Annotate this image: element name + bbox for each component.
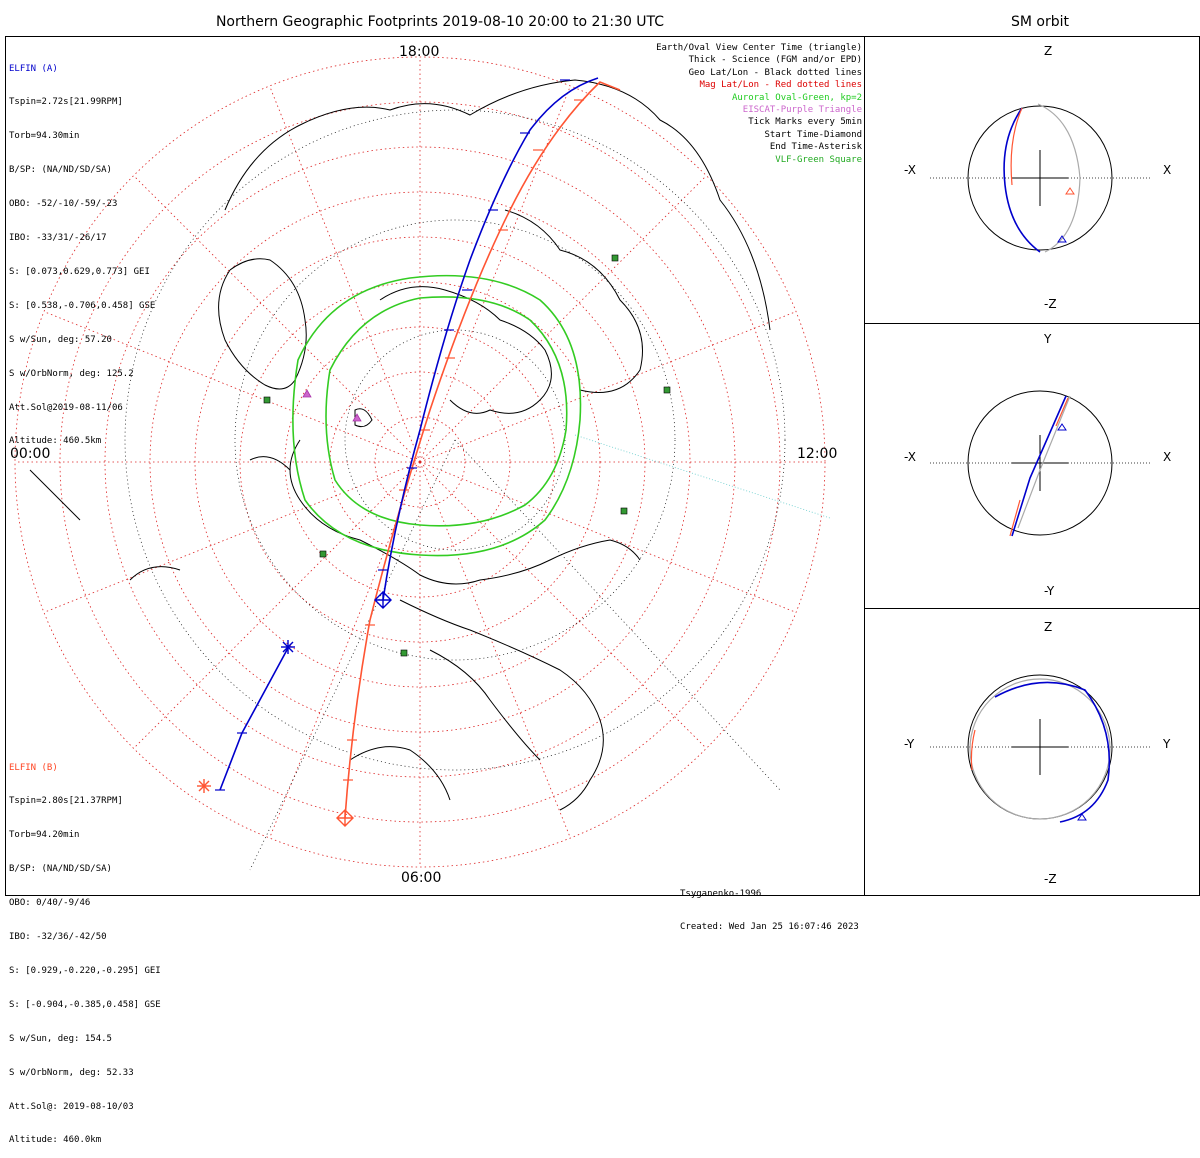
elfin-a-ticks: [215, 79, 570, 791]
elfin-b-line: Altitude: 460.0km: [9, 1135, 102, 1146]
elfin-b-line: S: [-0.904,-0.385,0.458] GSE: [9, 999, 161, 1010]
hour-label-left: 00:00: [10, 446, 51, 462]
elfin-a-line: OBO: -52/-10/-59/-23: [9, 199, 118, 210]
sm3-left-label: -Y: [904, 737, 915, 751]
legend: Earth/Oval View Center Time (triangle) T…: [656, 42, 862, 166]
map-drawing: [14, 56, 1150, 871]
cyan-dotted-line: [574, 434, 831, 519]
mag-grid: [14, 56, 826, 868]
elfin-a-end-asterisk: [281, 640, 295, 654]
elfin-b-line: IBO: -32/36/-42/50: [9, 932, 107, 943]
plot-title: Northern Geographic Footprints 2019-08-1…: [215, 14, 665, 30]
elfin-a-name: ELFIN (A): [9, 63, 58, 74]
elfin-a-line: S w/OrbNorm, deg: 125.2: [9, 368, 134, 379]
sm3-top-label: Z: [1044, 620, 1053, 634]
hour-label-top: 18:00: [399, 44, 440, 60]
credit-model: Tsyganenko-1996: [680, 888, 762, 899]
elfin-b-line: Tspin=2.80s[21.37RPM]: [9, 796, 123, 807]
elfin-a-line: Torb=94.30min: [9, 131, 80, 142]
sm3-bottom-label: -Z: [1044, 872, 1057, 886]
sm3-right-label: Y: [1163, 737, 1171, 751]
sm-panel-xz-plot: [930, 103, 1150, 253]
legend-entry: Geo Lat/Lon - Black dotted lines: [688, 67, 862, 78]
sm2-left-label: -X: [904, 450, 916, 464]
auroral-oval: [292, 274, 582, 557]
elfin-b-info: ELFIN (B) Tspin=2.80s[21.37RPM] Torb=94.…: [9, 740, 161, 1158]
elfin-a-info: ELFIN (A) Tspin=2.72s[21.99RPM] Torb=94.…: [9, 41, 155, 459]
elfin-b-start-diamond: [336, 809, 354, 827]
elfin-a-line: IBO: -33/31/-26/17: [9, 233, 107, 244]
legend-entry: Start Time-Diamond: [764, 129, 862, 140]
elfin-a-line: Altitude: 460.5km: [9, 436, 102, 447]
sm-orbit-title: SM orbit: [1010, 14, 1069, 30]
elfin-b-ticks: [343, 99, 584, 781]
elfin-b-line: B/SP: (NA/ND/SD/SA): [9, 864, 112, 875]
elfin-b-name: ELFIN (B): [9, 762, 58, 773]
elfin-b-line: S: [0.929,-0.220,-0.295] GEI: [9, 965, 161, 976]
legend-entry: Auroral Oval-Green, kp=2: [731, 92, 862, 103]
elfin-a-line: Tspin=2.72s[21.99RPM]: [9, 97, 123, 108]
hour-label-right: 12:00: [797, 446, 838, 462]
elfin-b-line: Torb=94.20min: [9, 830, 80, 841]
elfin-a-line: S: [0.538,-0.706,0.458] GSE: [9, 300, 156, 311]
elfin-b-line: S w/Sun, deg: 154.5: [9, 1033, 112, 1044]
elfin-a-track: [219, 77, 599, 791]
legend-entry: Thick - Science (FGM and/or EPD): [688, 55, 862, 66]
legend-entry: Tick Marks every 5min: [748, 117, 862, 128]
sm2-bottom-label: -Y: [1044, 584, 1055, 598]
elfin-a-line: S w/Sun, deg: 57.20: [9, 334, 112, 345]
credit-created: Created: Wed Jan 25 16:07:46 2023: [680, 922, 859, 933]
elfin-a-line: S: [0.073,0.629,0.773] GEI: [9, 266, 150, 277]
sm1-left-label: -X: [904, 163, 916, 177]
sm1-bottom-label: -Z: [1044, 297, 1057, 311]
geo-grid: [124, 109, 786, 871]
legend-entry: End Time-Asterisk: [769, 142, 862, 153]
sm-panel-yz-plot: [930, 674, 1150, 823]
sm1-right-label: X: [1163, 163, 1172, 177]
sm2-top-label: Y: [1044, 332, 1052, 346]
legend-entry: Mag Lat/Lon - Red dotted lines: [699, 80, 862, 91]
elfin-b-line: Att.Sol@: 2019-08-10/03: [9, 1101, 134, 1112]
hour-label-bottom: 06:00: [401, 870, 442, 886]
vlf-stations: [263, 254, 671, 657]
legend-entry: EISCAT-Purple Triangle: [742, 105, 862, 116]
legend-entry: VLF-Green Square: [775, 154, 862, 165]
sm1-top-label: Z: [1044, 44, 1053, 58]
elfin-b-end-asterisk: [197, 779, 211, 793]
legend-entry: Earth/Oval View Center Time (triangle): [656, 43, 862, 53]
credit: Tsyganenko-1996 Created: Wed Jan 25 16:0…: [680, 866, 859, 945]
sm-panel-xy-plot: [930, 390, 1150, 537]
elfin-b-line: S w/OrbNorm, deg: 52.33: [9, 1067, 134, 1078]
elfin-a-line: Att.Sol@2019-08-11/06: [9, 402, 123, 413]
elfin-b-track: [344, 81, 621, 819]
elfin-a-start-diamond: [374, 591, 392, 609]
sm2-right-label: X: [1163, 450, 1172, 464]
eiscat-markers: [302, 389, 362, 422]
elfin-a-line: B/SP: (NA/ND/SD/SA): [9, 165, 112, 176]
